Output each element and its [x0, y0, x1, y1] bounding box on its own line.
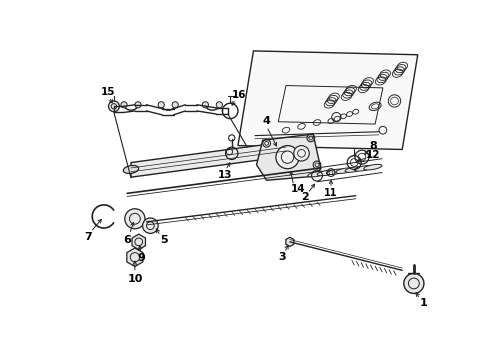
Ellipse shape: [336, 168, 354, 174]
Text: 9: 9: [137, 253, 145, 263]
Text: 13: 13: [219, 170, 233, 180]
Text: 16: 16: [232, 90, 247, 100]
Text: 7: 7: [84, 232, 92, 242]
Circle shape: [404, 274, 424, 293]
Ellipse shape: [364, 165, 382, 170]
Polygon shape: [238, 51, 418, 149]
Circle shape: [121, 102, 127, 108]
Ellipse shape: [354, 166, 373, 171]
Text: 10: 10: [127, 274, 143, 284]
Circle shape: [108, 101, 120, 112]
Circle shape: [216, 102, 222, 108]
Text: 15: 15: [100, 87, 115, 98]
Polygon shape: [286, 237, 294, 247]
Text: 5: 5: [160, 235, 168, 245]
Circle shape: [202, 102, 209, 108]
Ellipse shape: [345, 167, 364, 172]
Text: 12: 12: [366, 150, 380, 160]
Text: 4: 4: [263, 116, 270, 126]
Polygon shape: [132, 234, 146, 249]
Polygon shape: [257, 134, 321, 180]
Circle shape: [125, 209, 145, 229]
Text: 2: 2: [301, 192, 309, 202]
Circle shape: [158, 102, 164, 108]
Circle shape: [172, 102, 178, 108]
Text: 3: 3: [278, 252, 286, 262]
Circle shape: [143, 218, 158, 233]
Polygon shape: [131, 142, 286, 177]
Text: 8: 8: [369, 141, 377, 151]
Circle shape: [276, 145, 299, 169]
Ellipse shape: [317, 170, 336, 176]
Circle shape: [294, 145, 309, 161]
Text: 14: 14: [291, 184, 306, 194]
Ellipse shape: [123, 166, 139, 174]
Ellipse shape: [326, 169, 345, 175]
Ellipse shape: [308, 171, 326, 177]
Text: 1: 1: [420, 298, 428, 309]
Circle shape: [135, 102, 141, 108]
Text: 6: 6: [123, 235, 131, 245]
Polygon shape: [127, 248, 143, 266]
Ellipse shape: [279, 146, 293, 153]
Text: 11: 11: [324, 188, 338, 198]
